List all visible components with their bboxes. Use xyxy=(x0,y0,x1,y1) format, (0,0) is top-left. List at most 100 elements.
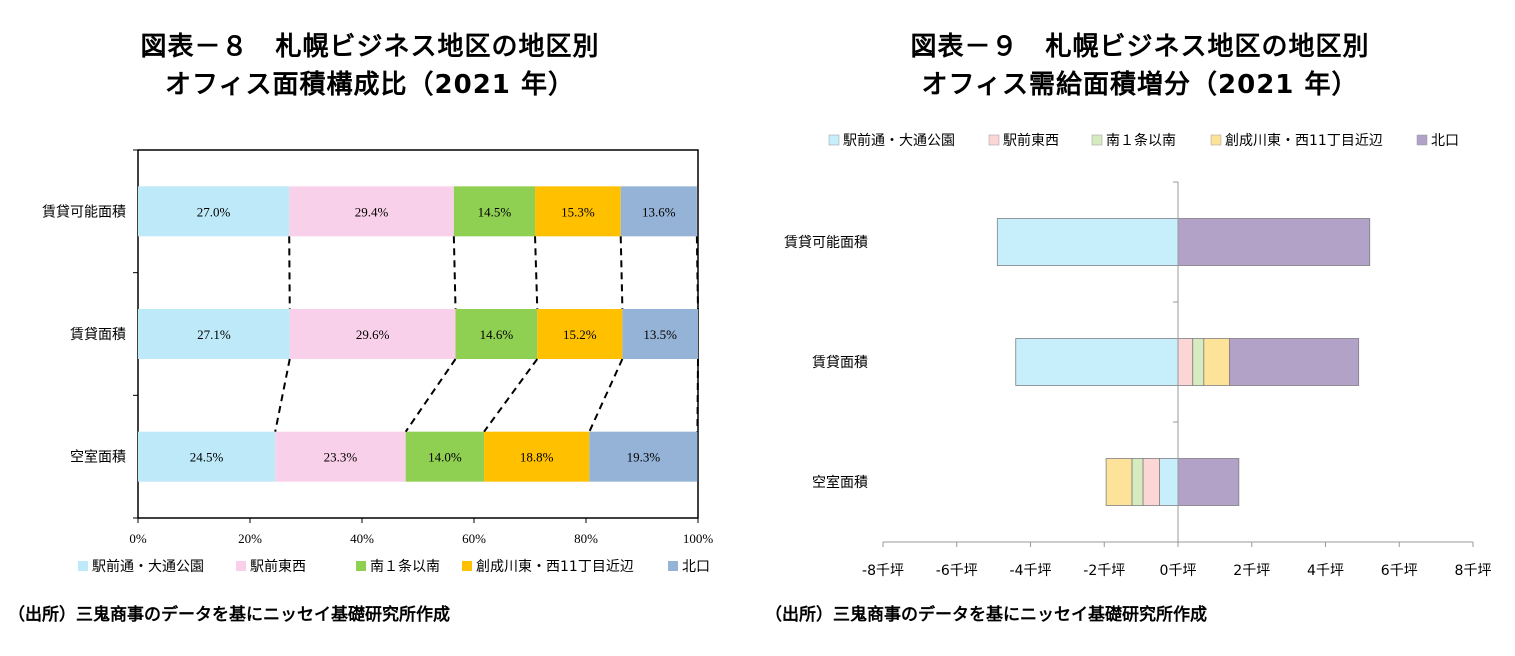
data-label: 14.6% xyxy=(480,327,514,342)
data-label: 27.1% xyxy=(197,327,231,342)
x-tick-label: 60% xyxy=(462,531,486,546)
bar-segment xyxy=(1229,338,1360,386)
bar-segment xyxy=(1203,338,1231,386)
connector-line xyxy=(483,358,539,433)
bar-segment xyxy=(405,431,485,482)
data-label: 24.5% xyxy=(190,450,224,465)
left-chart-title: 図表－８ 札幌ビジネス地区の地区別 オフィス面積構成比（2021 年） xyxy=(60,28,680,104)
bar-segment xyxy=(1177,218,1371,266)
x-tick-label: -8千坪 xyxy=(862,563,904,579)
x-tick-label: -4千坪 xyxy=(1010,563,1052,579)
bar-segment xyxy=(289,186,454,237)
data-label: 23.3% xyxy=(324,450,358,465)
data-label: 13.5% xyxy=(643,327,677,342)
bar-segment xyxy=(622,309,698,359)
data-label: 14.0% xyxy=(428,450,462,465)
connector-line xyxy=(274,358,291,432)
x-tick-label: 4千坪 xyxy=(1307,563,1344,579)
category-label: 空室面積 xyxy=(70,449,126,466)
right-title-line2: オフィス需給面積増分（2021 年） xyxy=(921,70,1359,100)
data-label: 13.6% xyxy=(642,204,676,219)
legend-label: 駅前東西 xyxy=(250,558,306,575)
legend-swatch xyxy=(1210,134,1222,146)
bar-segment xyxy=(1015,338,1179,386)
bar-segment xyxy=(1177,338,1194,386)
category-label: 賃貸可能面積 xyxy=(42,204,126,220)
data-label: 15.3% xyxy=(561,204,595,219)
left-chart: 賃貸可能面積 27.0% 29.4% 14.5% 15.3% 13.6% 賃貸面積 27.1%… xyxy=(42,149,714,575)
bar-segment xyxy=(453,186,536,237)
x-tick-label: 0% xyxy=(129,531,147,546)
bar-segment xyxy=(1131,458,1144,506)
x-tick-label: 40% xyxy=(350,531,374,546)
x-tick-label: 80% xyxy=(574,531,598,546)
data-label: 29.6% xyxy=(356,327,390,342)
x-tick-label: 2千坪 xyxy=(1233,563,1270,579)
bar-segment xyxy=(484,431,590,482)
legend-label: 駅前通・大通公園 xyxy=(92,558,204,575)
connector-line xyxy=(452,236,457,310)
x-tick-label: 20% xyxy=(238,531,262,546)
bar-segment xyxy=(1159,458,1179,506)
legend-swatch xyxy=(78,561,88,571)
right-chart-title: 図表－９ 札幌ビジネス地区の地区別 オフィス需給面積増分（2021 年） xyxy=(830,28,1450,104)
category-label: 賃貸可能面積 xyxy=(784,235,868,251)
x-tick-label: 6千坪 xyxy=(1381,563,1418,579)
bar-segment xyxy=(289,309,456,359)
legend-label: 北口 xyxy=(1431,133,1459,149)
bar-segment xyxy=(1142,458,1160,506)
bar-segment xyxy=(1192,338,1205,386)
bar-segment xyxy=(535,186,621,237)
bar-segment xyxy=(996,218,1179,266)
connector-line xyxy=(588,358,624,433)
legend-swatch xyxy=(988,134,1000,146)
data-label: 14.5% xyxy=(478,204,512,219)
legend-swatch xyxy=(356,561,366,571)
legend-swatch xyxy=(462,561,472,571)
legend-label: 駅前通・大通公園 xyxy=(843,132,955,149)
category-label: 空室面積 xyxy=(812,474,868,491)
bar-segment xyxy=(620,186,697,237)
legend-label: 南１条以南 xyxy=(370,558,440,575)
bar-segment xyxy=(537,309,623,359)
data-label: 29.4% xyxy=(355,204,389,219)
x-tick-label: 100% xyxy=(683,531,714,546)
data-label: 18.8% xyxy=(520,450,554,465)
data-label: 19.3% xyxy=(627,450,661,465)
connector-line xyxy=(534,236,539,310)
right-chart: 駅前通・大通公園 駅前東西 南１条以南 創成川東・西11丁目近辺 北口賃貸可能面積賃貸面… xyxy=(784,132,1491,579)
left-source-note: （出所）三鬼商事のデータを基にニッセイ基礎研究所作成 xyxy=(8,605,450,625)
bar-segment xyxy=(455,309,538,359)
connector-line xyxy=(619,236,624,310)
left-title-line1: 図表－８ 札幌ビジネス地区の地区別 xyxy=(140,32,600,62)
bar-segment xyxy=(138,431,276,482)
data-label: 27.0% xyxy=(197,204,231,219)
bar-segment xyxy=(138,309,290,359)
legend-swatch xyxy=(668,561,678,571)
left-title-line2: オフィス面積構成比（2021 年） xyxy=(165,70,575,100)
legend-swatch xyxy=(828,134,840,146)
data-label: 15.2% xyxy=(563,327,597,342)
legend-label: 創成川東・西11丁目近辺 xyxy=(1225,133,1383,149)
category-label: 賃貸面積 xyxy=(70,327,126,343)
x-tick-label: -6千坪 xyxy=(936,563,978,579)
legend-label: 南１条以南 xyxy=(1106,132,1176,149)
legend-label: 駅前東西 xyxy=(1003,132,1059,149)
x-tick-label: -2千坪 xyxy=(1083,563,1125,579)
legend-swatch xyxy=(1416,134,1428,146)
bar-segment xyxy=(1105,458,1133,506)
bar-segment xyxy=(1177,458,1240,506)
right-source-note: （出所）三鬼商事のデータを基にニッセイ基礎研究所作成 xyxy=(765,605,1207,625)
connector-line xyxy=(288,236,291,310)
connector-line xyxy=(404,358,457,433)
legend-label: 北口 xyxy=(682,559,710,575)
connector-line xyxy=(695,236,699,310)
category-label: 賃貸面積 xyxy=(812,355,868,371)
legend-label: 創成川東・西11丁目近辺 xyxy=(476,559,634,575)
bar-segment xyxy=(138,186,290,237)
bar-segment xyxy=(275,431,406,482)
x-tick-label: 0千坪 xyxy=(1160,563,1197,579)
legend-swatch xyxy=(236,561,246,571)
right-title-line1: 図表－９ 札幌ビジネス地区の地区別 xyxy=(910,32,1370,62)
legend-swatch xyxy=(1091,134,1103,146)
